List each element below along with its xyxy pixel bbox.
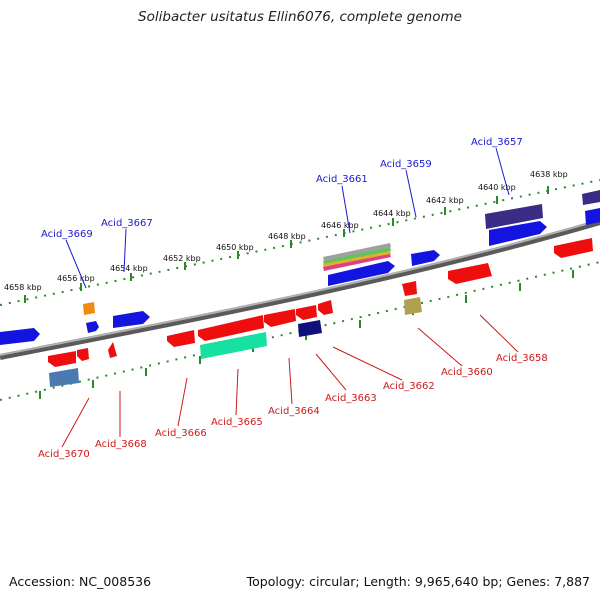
map-title: Solibacter usitatus Ellin6076, complete …: [138, 9, 462, 25]
reverse-label-leaders: [61, 314, 519, 448]
gene-feature[interactable]: [323, 247, 391, 265]
ruler-label: 4650 kbp: [216, 243, 254, 252]
gene-feature[interactable]: [298, 320, 322, 337]
gene-feature[interactable]: [585, 208, 600, 225]
gene-label[interactable]: Acid_3666: [155, 428, 207, 439]
ruler-labels: 4638 kbp 4640 kbp 4642 kbp 4644 kbp 4646…: [4, 170, 568, 292]
ruler-label: 4644 kbp: [373, 209, 411, 218]
gene-feature[interactable]: [485, 204, 543, 229]
gene-feature[interactable]: [113, 311, 150, 328]
gene-label[interactable]: Acid_3670: [38, 449, 90, 460]
gene-feature[interactable]: [582, 190, 600, 205]
gene-feature[interactable]: [264, 309, 296, 327]
gene-feature[interactable]: [323, 243, 391, 261]
gene-label[interactable]: Acid_3659: [380, 159, 432, 170]
outer-major-ticks: [24, 186, 549, 303]
gene-feature[interactable]: [49, 368, 79, 387]
gene-feature[interactable]: [0, 328, 40, 345]
gene-feature[interactable]: [86, 321, 99, 333]
gene-label[interactable]: Acid_3665: [211, 417, 263, 428]
gene-feature[interactable]: [167, 330, 195, 347]
accession-text: Accession: NC_008536: [9, 574, 152, 589]
gene-feature[interactable]: [318, 300, 333, 315]
gene-feature[interactable]: [404, 297, 422, 315]
forward-features-stacked: [83, 190, 600, 315]
ruler-label: 4640 kbp: [478, 183, 516, 192]
reverse-gene-labels: Acid_3658 Acid_3660 Acid_3662 Acid_3663 …: [38, 353, 548, 460]
ruler-label: 4642 kbp: [426, 196, 464, 205]
gene-label[interactable]: Acid_3660: [441, 367, 493, 378]
gene-label[interactable]: Acid_3661: [316, 174, 368, 185]
ruler-label: 4648 kbp: [268, 232, 306, 241]
gene-feature[interactable]: [554, 238, 593, 258]
gene-label[interactable]: Acid_3663: [325, 393, 377, 404]
gene-feature[interactable]: [198, 315, 264, 341]
gene-label[interactable]: Acid_3664: [268, 406, 320, 417]
gene-feature[interactable]: [108, 342, 117, 358]
gene-label[interactable]: Acid_3668: [95, 439, 147, 450]
gene-feature[interactable]: [448, 263, 492, 284]
gene-feature[interactable]: [77, 348, 89, 361]
gene-feature[interactable]: [411, 250, 440, 266]
gene-feature[interactable]: [200, 332, 267, 359]
gene-label[interactable]: Acid_3658: [496, 353, 548, 364]
gene-label[interactable]: Acid_3657: [471, 137, 523, 148]
ruler-label: 4646 kbp: [321, 221, 359, 230]
gene-label[interactable]: Acid_3662: [383, 381, 435, 392]
gene-feature[interactable]: [323, 254, 391, 271]
gene-feature[interactable]: [296, 305, 317, 320]
forward-gene-labels: Acid_3657 Acid_3659 Acid_3661 Acid_3667 …: [41, 137, 523, 240]
ruler-label: 4638 kbp: [530, 170, 568, 179]
reverse-genes: [48, 238, 593, 367]
gene-feature[interactable]: [48, 351, 76, 367]
ruler-label: 4652 kbp: [163, 254, 201, 263]
gene-feature[interactable]: [402, 281, 417, 296]
gene-feature[interactable]: [328, 261, 395, 286]
gene-feature[interactable]: [83, 302, 95, 315]
reverse-features-stacked: [49, 297, 422, 387]
outer-ruler-track: [0, 179, 600, 306]
gene-label[interactable]: Acid_3667: [101, 218, 153, 229]
forward-genes: [0, 208, 600, 345]
forward-label-leaders: [65, 147, 510, 289]
ruler-label: 4658 kbp: [4, 283, 42, 292]
ruler-label: 4654 kbp: [110, 264, 148, 273]
gene-feature[interactable]: [489, 221, 547, 246]
genome-backbone: [0, 219, 600, 360]
genome-summary-text: Topology: circular; Length: 9,965,640 bp…: [246, 574, 590, 589]
ruler-label: 4656 kbp: [57, 274, 95, 283]
gene-label[interactable]: Acid_3669: [41, 229, 93, 240]
